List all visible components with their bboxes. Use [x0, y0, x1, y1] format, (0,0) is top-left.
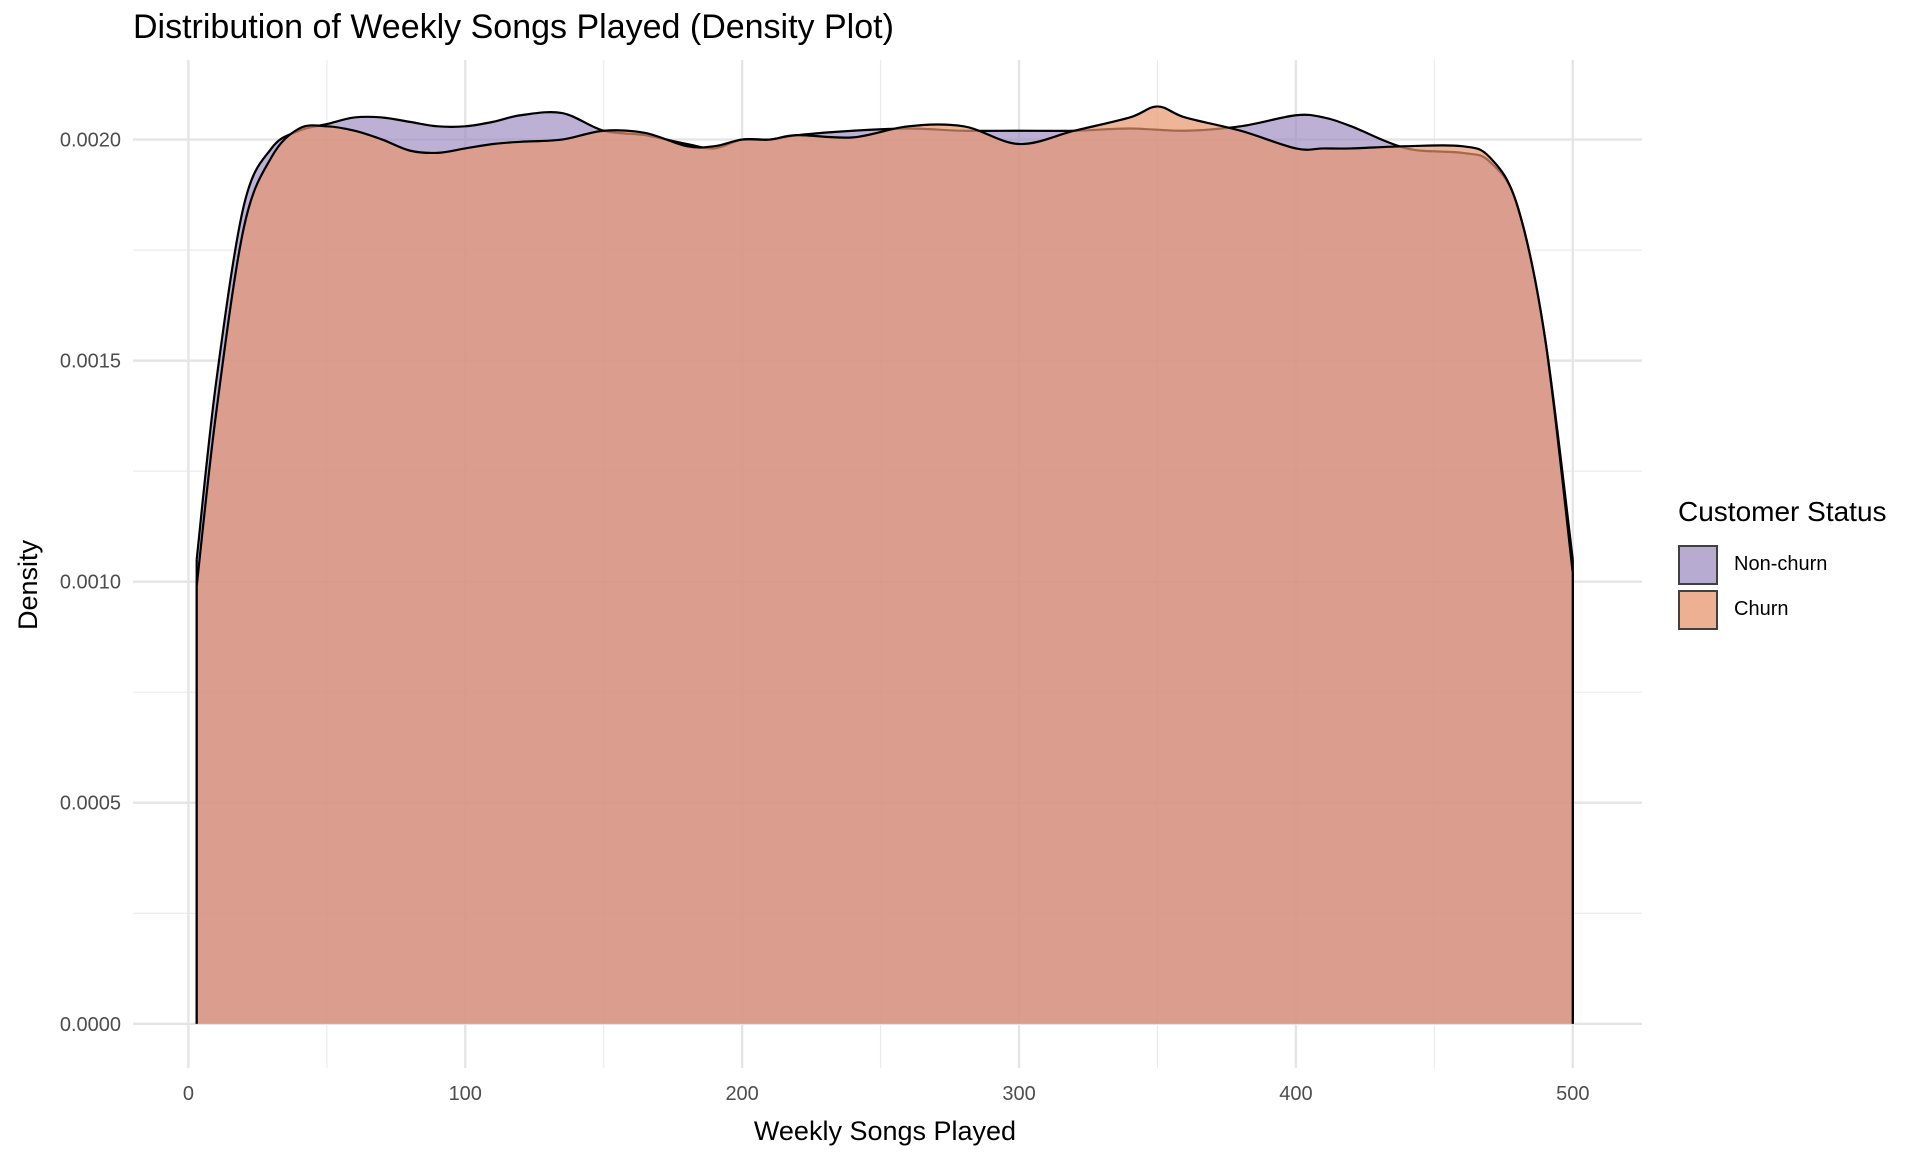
- x-axis-ticks: 0 100 200 300 400 500: [183, 1083, 1590, 1105]
- y-tick-label: 0.0000: [60, 1014, 121, 1036]
- y-axis-title: Density: [13, 539, 43, 630]
- legend-item-non-churn: Non-churn: [1678, 542, 1887, 587]
- legend-swatch-non-churn: [1678, 544, 1718, 585]
- x-axis-title: Weekly Songs Played: [754, 1116, 1016, 1146]
- x-tick-label: 100: [449, 1083, 482, 1105]
- y-tick-label: 0.0020: [60, 130, 121, 152]
- density-line-churn: [195, 105, 1574, 587]
- x-tick-label: 300: [1002, 1083, 1035, 1105]
- y-tick-label: 0.0005: [60, 793, 121, 815]
- x-tick-label: 200: [725, 1083, 758, 1105]
- density-areas: [195, 105, 1574, 1024]
- chart-title: Distribution of Weekly Songs Played (Den…: [133, 8, 894, 46]
- y-tick-label: 0.0015: [60, 351, 121, 373]
- legend-label-churn: Churn: [1734, 598, 1789, 620]
- x-tick-label: 400: [1279, 1083, 1312, 1105]
- legend: Customer Status Non-churn Churn: [1678, 496, 1887, 632]
- y-axis-ticks: 0.0000 0.0005 0.0010 0.0015 0.0020: [60, 130, 121, 1036]
- density-area-churn: [196, 106, 1573, 1024]
- y-tick-label: 0.0010: [60, 572, 121, 594]
- legend-title: Customer Status: [1678, 496, 1887, 527]
- legend-label-non-churn: Non-churn: [1734, 553, 1828, 575]
- legend-item-churn: Churn: [1678, 587, 1887, 632]
- legend-swatch-churn: [1678, 589, 1718, 630]
- x-tick-label: 500: [1556, 1083, 1589, 1105]
- x-tick-label: 0: [183, 1083, 194, 1105]
